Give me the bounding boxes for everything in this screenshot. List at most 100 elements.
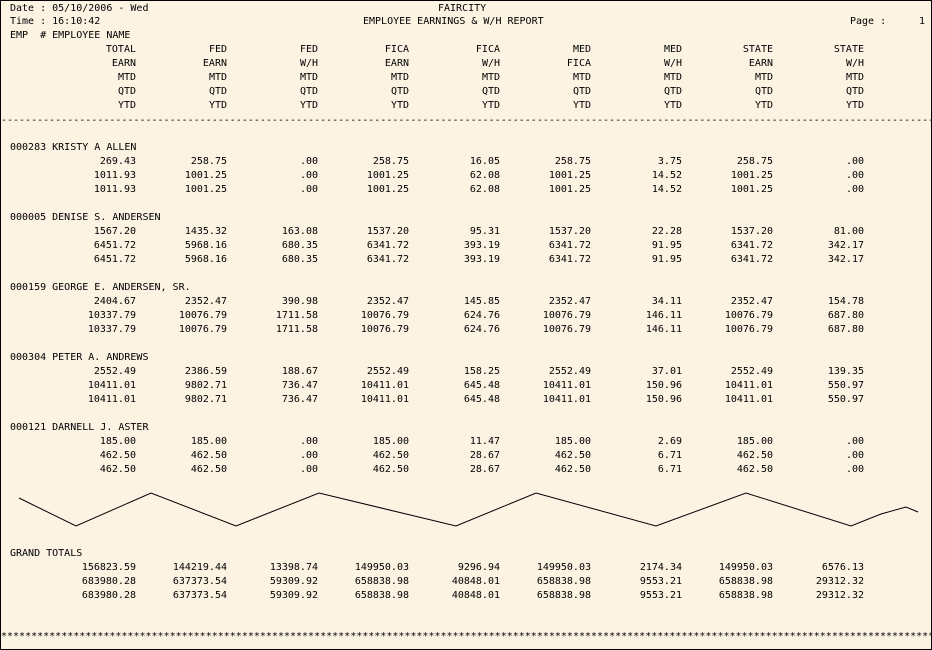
column-header: YTD	[481, 100, 500, 111]
amount-cell: 1537.20	[366, 226, 409, 237]
separator-dashes: ----------------------------------------…	[1, 115, 931, 126]
amount-cell: 1011.93	[93, 184, 136, 195]
amount-cell: 462.50	[736, 450, 773, 461]
total-cell: 637373.54	[172, 590, 227, 601]
amount-cell: 462.50	[190, 450, 227, 461]
amount-cell: 2404.67	[93, 296, 136, 307]
amount-cell: .00	[299, 450, 318, 461]
column-header: YTD	[572, 100, 591, 111]
amount-cell: 393.19	[463, 254, 500, 265]
amount-cell: 342.17	[827, 240, 864, 251]
amount-cell: 6341.72	[366, 254, 409, 265]
total-cell: 9553.21	[639, 590, 682, 601]
column-header: W/H	[481, 58, 500, 69]
total-cell: 144219.44	[172, 562, 227, 573]
amount-cell: 146.11	[645, 310, 682, 321]
amount-cell: 680.35	[281, 254, 318, 265]
amount-cell: 2352.47	[366, 296, 409, 307]
amount-cell: 81.00	[833, 226, 864, 237]
amount-cell: 28.67	[469, 450, 500, 461]
total-cell: 658838.98	[354, 576, 409, 587]
amount-cell: 139.35	[827, 366, 864, 377]
column-header: YTD	[390, 100, 409, 111]
total-cell: 149950.03	[718, 562, 773, 573]
column-header: STATE	[833, 44, 864, 55]
total-cell: 2174.34	[639, 562, 682, 573]
column-header: YTD	[299, 100, 318, 111]
amount-cell: 6341.72	[548, 240, 591, 251]
amount-cell: .00	[299, 156, 318, 167]
column-header: YTD	[208, 100, 227, 111]
page-number: 1	[919, 16, 926, 27]
amount-cell: 11.47	[469, 436, 500, 447]
column-header: FICA	[566, 58, 591, 69]
total-cell: 13398.74	[269, 562, 318, 573]
amount-cell: 1001.25	[184, 184, 227, 195]
amount-cell: 10411.01	[360, 394, 409, 405]
employee-name: 000283 KRISTY A ALLEN	[10, 142, 137, 153]
column-header: MTD	[481, 72, 500, 83]
amount-cell: 258.75	[736, 156, 773, 167]
amount-cell: 10337.79	[87, 324, 136, 335]
amount-cell: 736.47	[281, 394, 318, 405]
total-cell: 29312.32	[815, 576, 864, 587]
amount-cell: 550.97	[827, 394, 864, 405]
column-header: YTD	[754, 100, 773, 111]
column-header: MTD	[390, 72, 409, 83]
page-label: Page :	[850, 16, 887, 27]
employee-name: 000304 PETER A. ANDREWS	[10, 352, 149, 363]
report-title: EMPLOYEE EARNINGS & W/H REPORT	[363, 16, 544, 27]
total-cell: 40848.01	[451, 576, 500, 587]
column-header: QTD	[208, 86, 227, 97]
amount-cell: 10337.79	[87, 310, 136, 321]
amount-cell: 10411.01	[724, 394, 773, 405]
column-header: QTD	[845, 86, 864, 97]
amount-cell: 10411.01	[724, 380, 773, 391]
column-header: YTD	[117, 100, 136, 111]
amount-cell: 185.00	[99, 436, 136, 447]
amount-cell: 736.47	[281, 380, 318, 391]
column-header: MTD	[754, 72, 773, 83]
amount-cell: 22.28	[651, 226, 682, 237]
employee-name: 000121 DARNELL J. ASTER	[10, 422, 149, 433]
amount-cell: 1001.25	[184, 170, 227, 181]
total-cell: 149950.03	[354, 562, 409, 573]
total-cell: 683980.28	[81, 576, 136, 587]
amount-cell: 6341.72	[730, 254, 773, 265]
column-header: MTD	[117, 72, 136, 83]
amount-cell: 5968.16	[184, 240, 227, 251]
amount-cell: 158.25	[463, 366, 500, 377]
amount-cell: 2352.47	[184, 296, 227, 307]
amount-cell: .00	[845, 184, 864, 195]
amount-cell: 462.50	[372, 450, 409, 461]
column-header: QTD	[572, 86, 591, 97]
amount-cell: 10076.79	[724, 310, 773, 321]
amount-cell: 10411.01	[542, 380, 591, 391]
amount-cell: 185.00	[372, 436, 409, 447]
amount-cell: 91.95	[651, 254, 682, 265]
amount-cell: 10076.79	[178, 324, 227, 335]
column-header: STATE	[742, 44, 773, 55]
amount-cell: 258.75	[554, 156, 591, 167]
column-header: W/H	[663, 58, 682, 69]
amount-cell: 1011.93	[93, 170, 136, 181]
amount-cell: 9802.71	[184, 380, 227, 391]
amount-cell: .00	[845, 170, 864, 181]
amount-cell: 1001.25	[730, 170, 773, 181]
amount-cell: 462.50	[736, 464, 773, 475]
column-header: MED	[572, 44, 591, 55]
amount-cell: 185.00	[736, 436, 773, 447]
amount-cell: 390.98	[281, 296, 318, 307]
amount-cell: 462.50	[554, 450, 591, 461]
amount-cell: 462.50	[99, 464, 136, 475]
amount-cell: .00	[299, 436, 318, 447]
amount-cell: 37.01	[651, 366, 682, 377]
total-cell: 156823.59	[81, 562, 136, 573]
amount-cell: .00	[845, 450, 864, 461]
column-header: MTD	[663, 72, 682, 83]
page-break-zigzag	[18, 492, 919, 527]
amount-cell: 2552.49	[548, 366, 591, 377]
amount-cell: 163.08	[281, 226, 318, 237]
grand-totals-label: GRAND TOTALS	[10, 548, 83, 559]
